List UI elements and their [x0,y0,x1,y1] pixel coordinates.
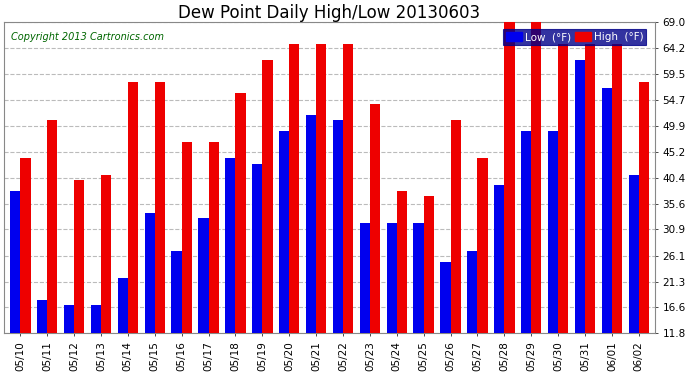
Bar [10,191,20,333]
Bar [91,305,101,333]
Bar [612,44,622,333]
Bar [521,131,531,333]
Bar [548,131,558,333]
Bar [575,60,585,333]
Bar [531,22,542,333]
Bar [386,224,397,333]
Bar [155,82,165,333]
Bar [316,44,326,333]
Bar [262,60,273,333]
Bar [413,224,424,333]
Bar [602,88,612,333]
Bar [64,305,74,333]
Bar [37,300,47,333]
Bar [306,115,316,333]
Title: Dew Point Daily High/Low 20130603: Dew Point Daily High/Low 20130603 [179,4,481,22]
Bar [181,142,192,333]
Bar [198,218,208,333]
Bar [225,158,235,333]
Bar [208,142,219,333]
Bar [118,278,128,333]
Bar [128,82,138,333]
Bar [477,158,488,333]
Bar [74,180,84,333]
Bar [494,186,504,333]
Bar [252,164,262,333]
Bar [440,261,451,333]
Bar [343,44,353,333]
Bar [279,131,289,333]
Bar [639,82,649,333]
Bar [370,104,380,333]
Bar [235,93,246,333]
Bar [101,175,111,333]
Bar [467,251,477,333]
Legend: Low  (°F), High  (°F): Low (°F), High (°F) [503,29,647,45]
Bar [144,213,155,333]
Bar [171,251,181,333]
Bar [397,191,407,333]
Bar [504,22,515,333]
Text: Copyright 2013 Cartronics.com: Copyright 2013 Cartronics.com [10,32,164,42]
Bar [629,175,639,333]
Bar [289,44,299,333]
Bar [558,44,569,333]
Bar [47,120,57,333]
Bar [359,224,370,333]
Bar [333,120,343,333]
Bar [451,120,461,333]
Bar [20,158,30,333]
Bar [424,196,434,333]
Bar [585,44,595,333]
